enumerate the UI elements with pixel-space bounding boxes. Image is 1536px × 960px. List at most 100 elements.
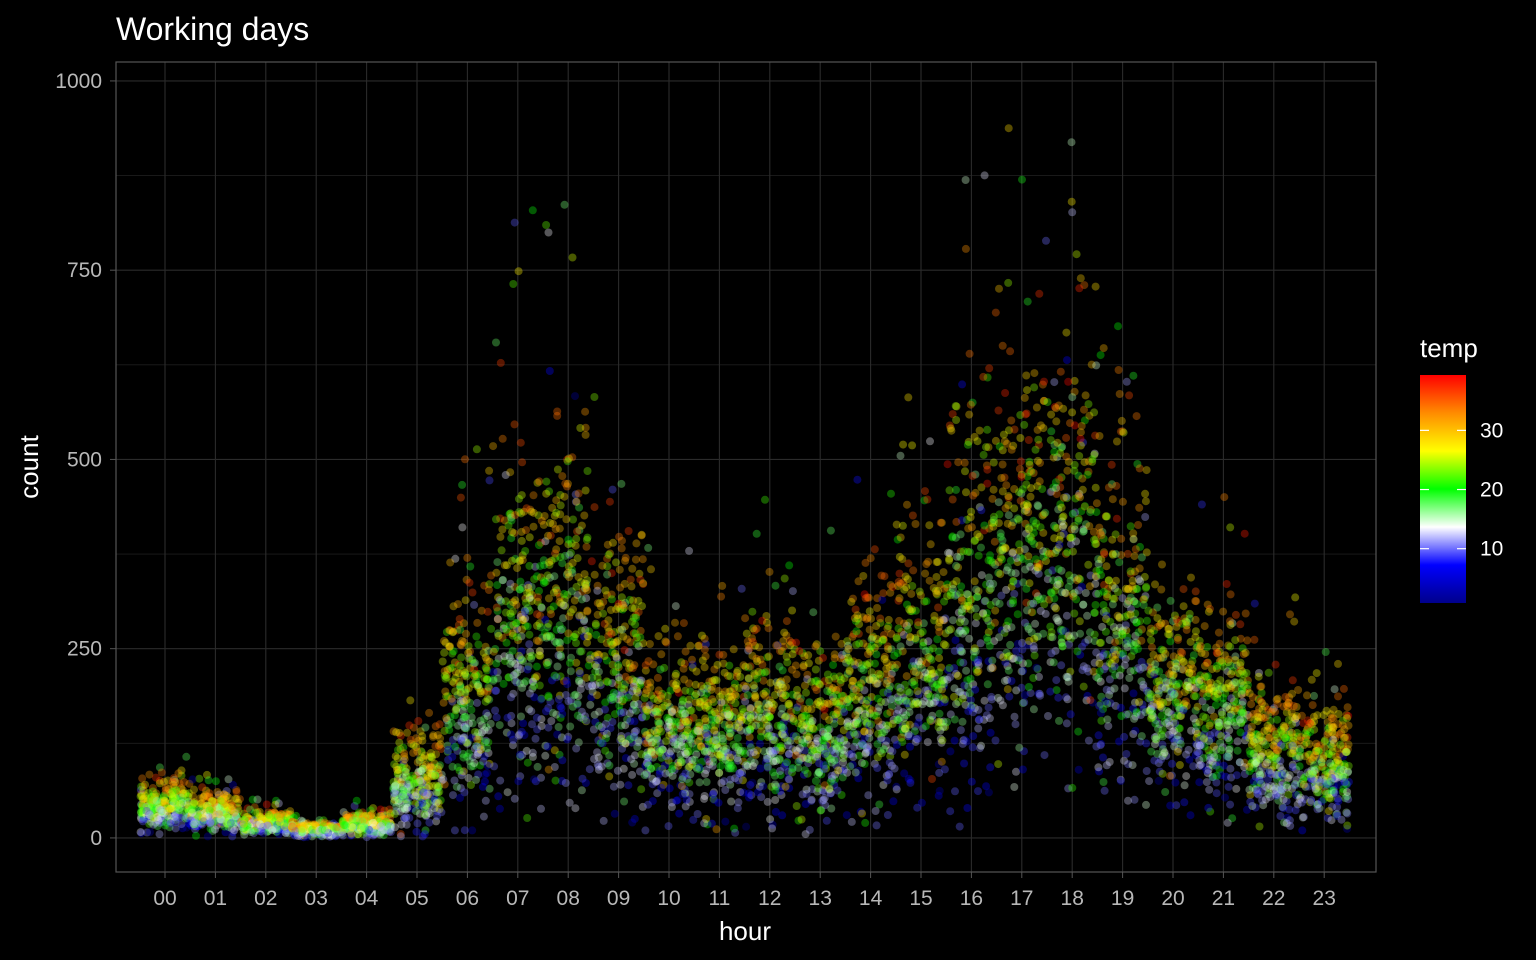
data-point [854, 577, 863, 586]
data-point [1048, 633, 1057, 642]
data-point [139, 815, 148, 824]
data-point [1025, 460, 1034, 469]
data-point [849, 753, 858, 761]
data-point [215, 790, 223, 799]
data-point [624, 527, 633, 535]
data-point [139, 795, 148, 804]
data-point [203, 812, 211, 820]
data-point [174, 801, 183, 810]
data-point [1005, 692, 1014, 701]
data-point [139, 800, 147, 809]
data-point [259, 829, 268, 838]
data-point [1044, 712, 1052, 720]
data-point [717, 592, 726, 601]
data-point [196, 811, 205, 820]
data-point [846, 658, 855, 667]
data-point [170, 798, 179, 807]
data-point [604, 678, 612, 687]
data-point [528, 206, 537, 215]
data-point [792, 638, 801, 647]
data-point [394, 746, 402, 754]
data-point [140, 803, 149, 812]
data-point [663, 722, 672, 731]
data-point [812, 686, 821, 695]
data-point [430, 772, 438, 780]
data-point [629, 596, 638, 605]
data-point [522, 598, 530, 607]
data-point [555, 638, 564, 647]
chart-title: Working days [116, 11, 309, 47]
data-point [178, 824, 187, 833]
data-point [630, 661, 639, 670]
data-point [860, 712, 869, 721]
data-point [616, 583, 625, 592]
data-point [214, 799, 223, 808]
data-point [934, 723, 943, 732]
data-point [763, 618, 771, 627]
data-point [202, 786, 211, 795]
data-point [232, 787, 241, 796]
data-point [831, 632, 840, 641]
data-point [857, 664, 866, 673]
data-point [991, 308, 1000, 317]
data-point [146, 828, 154, 837]
data-point [1058, 642, 1067, 651]
data-point [590, 503, 599, 512]
data-point [177, 820, 186, 829]
data-point [679, 664, 688, 673]
data-point [963, 602, 972, 610]
data-point [212, 814, 221, 823]
data-point [735, 769, 744, 778]
data-point [593, 586, 602, 595]
data-point [587, 557, 596, 566]
data-point [661, 637, 670, 646]
data-point [672, 796, 681, 805]
data-point [895, 714, 904, 722]
data-point [543, 742, 552, 751]
data-point [922, 659, 931, 668]
data-point [159, 791, 168, 800]
data-point [485, 784, 494, 793]
data-point [151, 773, 160, 782]
data-point [202, 805, 211, 814]
data-point [172, 802, 181, 811]
data-point [969, 732, 978, 741]
data-point [1054, 693, 1063, 702]
data-point [952, 577, 961, 585]
data-point [713, 744, 722, 753]
data-point [617, 734, 626, 743]
data-point [590, 393, 599, 401]
data-point [532, 672, 541, 681]
data-point [547, 717, 556, 725]
data-point [1023, 386, 1031, 395]
data-point [896, 533, 905, 542]
data-point [160, 805, 169, 814]
data-point [1007, 677, 1016, 685]
data-point [145, 809, 154, 818]
data-point [519, 719, 528, 728]
data-point [956, 618, 964, 627]
data-point [655, 747, 664, 756]
data-point [174, 797, 183, 806]
data-point [176, 793, 185, 802]
data-point [618, 536, 626, 545]
data-point [140, 813, 149, 822]
data-point [1010, 783, 1019, 791]
data-point [479, 757, 488, 766]
data-point [765, 731, 774, 740]
data-point [1059, 404, 1068, 413]
data-point [455, 677, 464, 686]
data-point [883, 688, 892, 697]
data-point [803, 705, 812, 714]
data-point [425, 708, 434, 717]
data-point [827, 771, 836, 780]
data-point [913, 803, 922, 812]
data-point [794, 757, 803, 766]
scatter-points [136, 124, 1353, 842]
data-point [573, 699, 582, 708]
data-point [762, 708, 771, 717]
data-point [668, 708, 677, 716]
data-point [224, 817, 233, 826]
data-point [523, 814, 532, 822]
data-point [1062, 328, 1071, 337]
